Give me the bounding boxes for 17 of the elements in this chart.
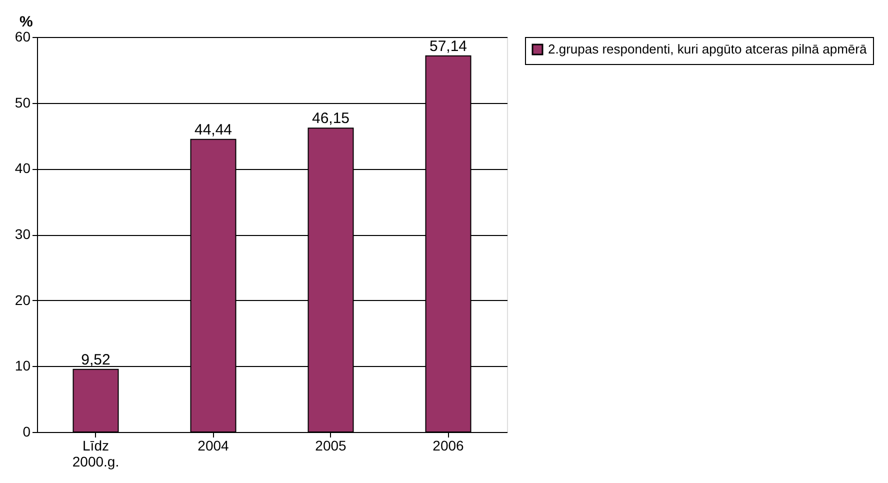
y-tick-label: 10 bbox=[14, 358, 31, 374]
y-tick-label: 20 bbox=[14, 292, 31, 308]
data-label: 57,14 bbox=[429, 38, 468, 55]
data-label: 46,15 bbox=[312, 110, 350, 128]
y-tick-label: 30 bbox=[14, 226, 31, 242]
legend-label: 2.grupas respondenti, kuri apgūto atceras pilnā apmērā bbox=[548, 42, 868, 56]
data-label: 44,44 bbox=[194, 121, 232, 138]
y-tick-label: 60 bbox=[14, 28, 31, 44]
data-label: 9,52 bbox=[81, 351, 110, 368]
y-axis-title: % bbox=[20, 14, 33, 30]
x-tick-label: 2006 bbox=[432, 438, 464, 454]
x-tick-label: 2004 bbox=[198, 438, 230, 454]
y-tick-label: 0 bbox=[22, 424, 31, 440]
y-tick-label: 40 bbox=[14, 160, 31, 176]
x-tick-label: 2005 bbox=[315, 438, 347, 454]
y-tick-label: 50 bbox=[14, 94, 31, 110]
x-tick-label: Līdz 2000.g. bbox=[72, 438, 120, 470]
